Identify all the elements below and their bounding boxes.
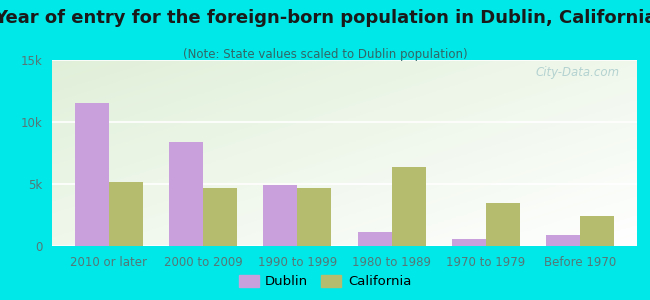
Bar: [109, 182, 142, 246]
Bar: [263, 185, 297, 246]
Bar: [486, 202, 520, 246]
Bar: [297, 188, 332, 246]
Bar: [169, 142, 203, 246]
Text: Year of entry for the foreign-born population in Dublin, California: Year of entry for the foreign-born popul…: [0, 9, 650, 27]
Legend: Dublin, California: Dublin, California: [233, 269, 417, 293]
Bar: [203, 188, 237, 246]
Bar: [392, 167, 426, 246]
Text: City-Data.com: City-Data.com: [536, 66, 619, 79]
Bar: [547, 236, 580, 246]
Text: (Note: State values scaled to Dublin population): (Note: State values scaled to Dublin pop…: [183, 48, 467, 61]
Bar: [580, 216, 614, 246]
Bar: [358, 232, 392, 246]
Bar: [75, 103, 109, 246]
Bar: [452, 238, 486, 246]
